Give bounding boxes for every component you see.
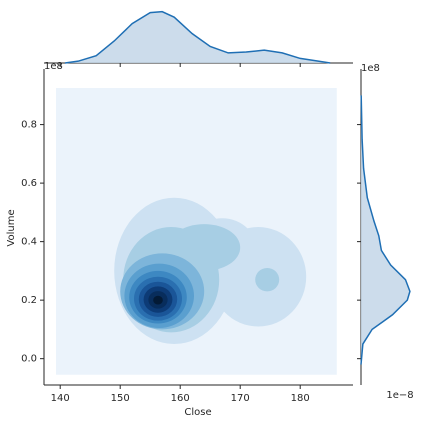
x-tick-label: 180 <box>291 393 310 404</box>
kde-contour <box>168 224 241 271</box>
kde-contour <box>153 295 163 305</box>
marginal-y-offset-label: 1e8 <box>361 63 380 74</box>
y-tick-label: 0.6 <box>21 178 37 189</box>
x-tick-label: 150 <box>111 393 130 404</box>
marginal-x-offset-label: 1e−8 <box>386 390 413 401</box>
y-tick-label: 0.8 <box>21 120 37 131</box>
x-tick-label: 140 <box>51 393 70 404</box>
y-axis-label: Volume <box>6 209 17 246</box>
x-axis-label: Close <box>184 407 211 418</box>
x-tick-label: 170 <box>231 393 250 404</box>
y-density-area <box>361 95 410 365</box>
y-density-line <box>360 95 411 365</box>
y-tick-label: 0.2 <box>21 295 37 306</box>
y-tick-label: 0.4 <box>21 237 37 248</box>
x-density-line <box>64 10 331 64</box>
y-tick-label: 0.0 <box>21 354 37 365</box>
x-tick-label: 160 <box>171 393 190 404</box>
y-offset-label: 1e8 <box>44 61 63 72</box>
kde-contour <box>255 267 280 292</box>
